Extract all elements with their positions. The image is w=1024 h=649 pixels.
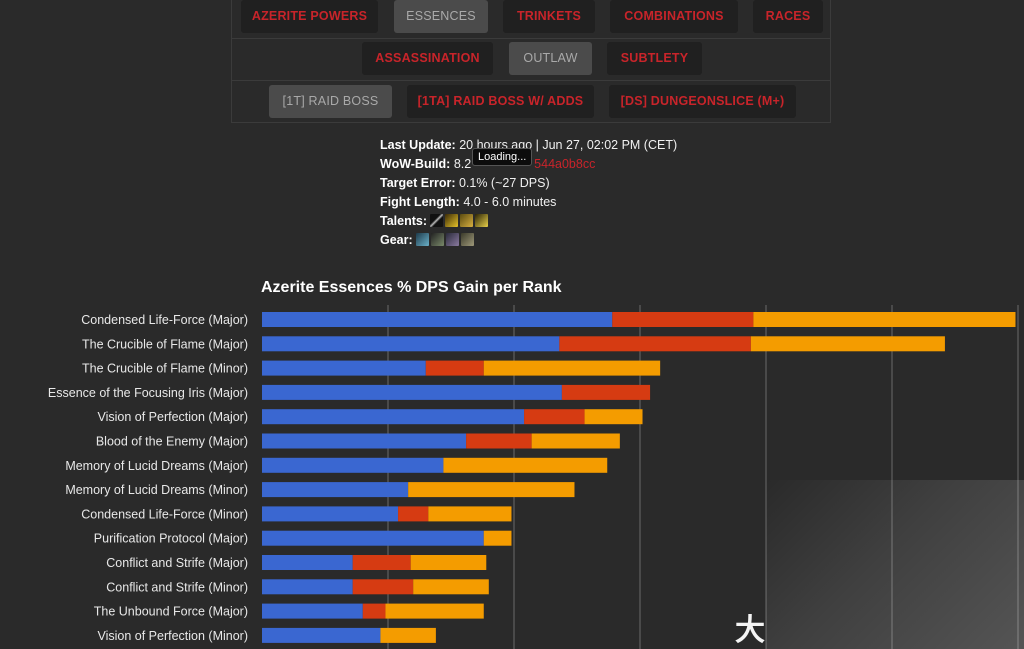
talent-spark-icon[interactable]	[475, 214, 489, 228]
last-update-label: Last Update:	[380, 138, 456, 152]
bar-segment-rank-1[interactable]	[262, 627, 381, 643]
sim-info: Last Update: 20 hours ago | Jun 27, 02:0…	[380, 136, 677, 250]
bar-segment-rank-2[interactable]	[561, 384, 651, 400]
wow-build-label: WoW-Build:	[380, 157, 451, 171]
bar-segment-rank-1[interactable]	[262, 360, 426, 376]
gear-row: Gear:	[380, 231, 677, 250]
tab-races[interactable]: RACES	[753, 0, 823, 33]
bar-segment-rank-3[interactable]	[483, 360, 661, 376]
category-label: Purification Protocol (Major)	[94, 532, 248, 546]
bar-segment-rank-3[interactable]	[410, 555, 487, 570]
watermark-shade	[766, 480, 1024, 649]
nav-row-category: AZERITE POWERS ESSENCES TRINKETS COMBINA…	[232, 0, 830, 39]
loading-tooltip: Loading...	[472, 148, 533, 166]
bar-segment-rank-2[interactable]	[559, 336, 751, 352]
watermark-logo: 大	[735, 614, 765, 647]
bar-segment-rank-3[interactable]	[750, 336, 945, 352]
bar-segment-rank-1[interactable]	[262, 457, 444, 473]
gear-shoulder-icon[interactable]	[446, 233, 460, 247]
category-label: Essence of the Focusing Iris (Major)	[48, 386, 248, 400]
bar-segment-rank-2[interactable]	[352, 579, 414, 595]
bar-segment-rank-2[interactable]	[362, 603, 386, 619]
category-label: Condensed Life-Force (Minor)	[81, 507, 248, 521]
wow-build-row: WoW-Build: 8.2 544a0b8cc	[380, 155, 677, 174]
talents-row: Talents:	[380, 212, 677, 231]
fight-length-row: Fight Length: 4.0 - 6.0 minutes	[380, 193, 677, 212]
bar-segment-rank-1[interactable]	[262, 433, 467, 449]
bar-segment-rank-2[interactable]	[612, 312, 754, 327]
category-label: The Crucible of Flame (Minor)	[82, 362, 248, 376]
bar-segment-rank-1[interactable]	[262, 506, 399, 522]
fight-length-label: Fight Length:	[380, 195, 460, 209]
fight-length-value: 4.0 - 6.0 minutes	[463, 195, 557, 209]
category-labels: Condensed Life-Force (Major) The Crucible…	[48, 313, 248, 643]
tab-trinkets[interactable]: TRINKETS	[503, 0, 595, 33]
category-label: Vision of Perfection (Minor)	[97, 629, 248, 643]
navigation-panel: AZERITE POWERS ESSENCES TRINKETS COMBINA…	[231, 0, 831, 123]
category-label: Conflict and Strife (Major)	[106, 556, 248, 570]
tab-raid-boss-adds[interactable]: [1TA] RAID BOSS W/ ADDS	[407, 85, 594, 118]
bar-segment-rank-1[interactable]	[262, 482, 409, 498]
category-label: Vision of Perfection (Major)	[97, 410, 248, 424]
tab-azerite-powers[interactable]: AZERITE POWERS	[241, 0, 378, 33]
category-label: Condensed Life-Force (Major)	[81, 313, 248, 327]
bar-segment-rank-1[interactable]	[262, 603, 363, 619]
tab-assassination[interactable]: ASSASSINATION	[362, 42, 493, 75]
bar-segment-rank-3[interactable]	[380, 627, 436, 643]
gear-helm-icon[interactable]	[416, 233, 430, 247]
talents-label: Talents:	[380, 214, 427, 228]
tab-combinations[interactable]: COMBINATIONS	[610, 0, 738, 33]
bar-segment-rank-2[interactable]	[398, 506, 429, 522]
target-error-value: 0.1% (~27 DPS)	[458, 176, 550, 190]
essences-dps-chart: Azerite Essences % DPS Gain per Rank Con…	[48, 279, 1019, 649]
talent-icons	[430, 212, 490, 231]
bar-segment-rank-1[interactable]	[262, 384, 562, 400]
bar-segment-rank-3[interactable]	[584, 409, 643, 425]
chart-bars	[262, 312, 1016, 643]
tab-dungeonslice[interactable]: [DS] DUNGEONSLICE (M+)	[609, 85, 796, 118]
gear-label: Gear:	[380, 233, 413, 247]
talent-lightning-icon[interactable]	[445, 214, 459, 228]
category-label: Blood of the Enemy (Major)	[96, 435, 248, 449]
tab-essences[interactable]: ESSENCES	[394, 0, 488, 33]
build-hash-link[interactable]: 544a0b8cc	[534, 157, 596, 171]
bar-segment-rank-1[interactable]	[262, 312, 613, 327]
bar-segment-rank-1[interactable]	[262, 336, 560, 352]
target-error-label: Target Error:	[380, 176, 456, 190]
bar-segment-rank-2[interactable]	[524, 409, 585, 425]
bar-segment-rank-1[interactable]	[262, 530, 484, 546]
bar-segment-rank-3[interactable]	[531, 433, 620, 449]
tab-raid-boss[interactable]: [1T] RAID BOSS	[269, 85, 392, 118]
bar-segment-rank-3[interactable]	[413, 579, 489, 595]
bar-segment-rank-1[interactable]	[262, 409, 525, 425]
nav-row-fight: [1T] RAID BOSS [1TA] RAID BOSS W/ ADDS […	[232, 81, 830, 123]
category-label: The Crucible of Flame (Major)	[82, 337, 248, 351]
bar-segment-rank-1[interactable]	[262, 555, 353, 570]
bar-segment-rank-3[interactable]	[428, 506, 512, 522]
chart-title: Azerite Essences % DPS Gain per Rank	[261, 279, 562, 296]
bar-segment-rank-3[interactable]	[385, 603, 484, 619]
bar-segment-rank-3[interactable]	[408, 482, 575, 498]
talent-blade-icon[interactable]	[430, 214, 444, 228]
category-label: Conflict and Strife (Minor)	[106, 580, 248, 594]
gear-neck-icon[interactable]	[431, 233, 445, 247]
bar-segment-rank-2[interactable]	[352, 555, 411, 570]
tab-outlaw[interactable]: OUTLAW	[509, 42, 592, 75]
bar-segment-rank-1[interactable]	[262, 579, 353, 595]
gear-chest-icon[interactable]	[461, 233, 475, 247]
tab-subtlety[interactable]: SUBTLETY	[607, 42, 702, 75]
category-label: Memory of Lucid Dreams (Major)	[65, 459, 248, 473]
gear-icons	[416, 231, 476, 250]
nav-row-spec: ASSASSINATION OUTLAW SUBTLETY	[232, 39, 830, 81]
bar-segment-rank-3[interactable]	[443, 457, 608, 473]
talent-coin-icon[interactable]	[460, 214, 474, 228]
wow-build-value: 8.2	[453, 157, 472, 171]
target-error-row: Target Error: 0.1% (~27 DPS)	[380, 174, 677, 193]
bar-segment-rank-2[interactable]	[425, 360, 484, 376]
category-label: The Unbound Force (Major)	[94, 605, 248, 619]
bar-segment-rank-3[interactable]	[753, 312, 1016, 327]
bar-segment-rank-2[interactable]	[466, 433, 532, 449]
bar-segment-rank-3[interactable]	[483, 530, 512, 546]
category-label: Memory of Lucid Dreams (Minor)	[65, 483, 248, 497]
